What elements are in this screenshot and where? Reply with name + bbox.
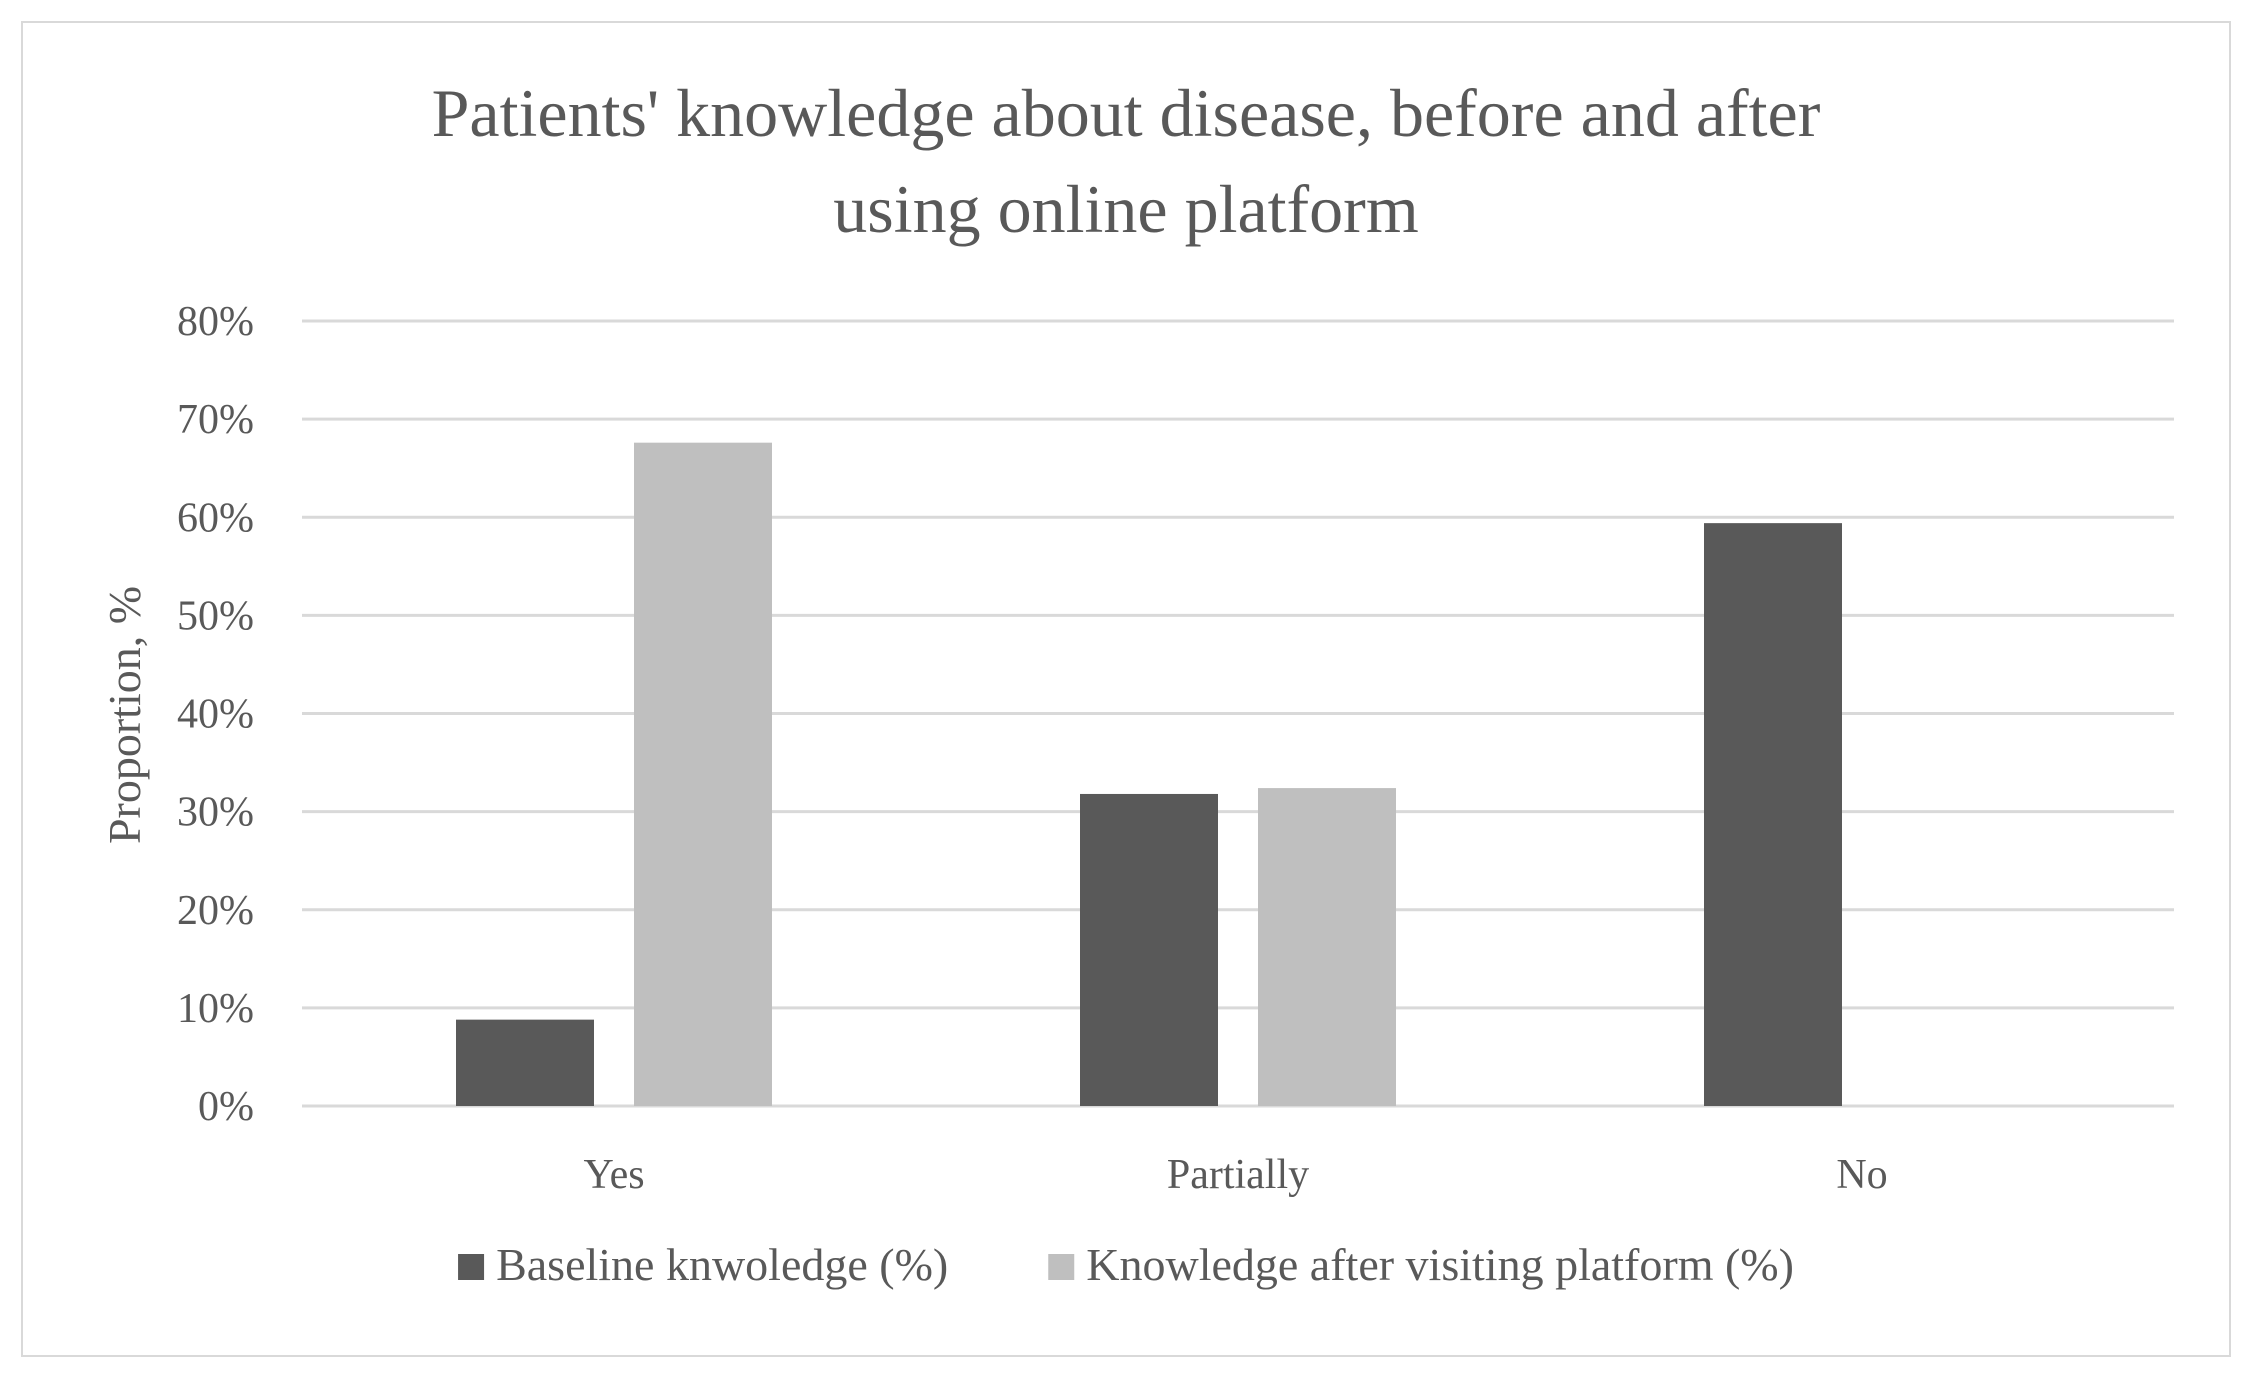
y-tick-label: 20% xyxy=(177,888,254,934)
bar xyxy=(1704,523,1842,1106)
y-axis-ticks: 0% 10% 20% 30% 40% 50% 60% 70% 80% xyxy=(177,299,254,1130)
y-tick-label: 80% xyxy=(177,299,254,345)
x-tick-label: No xyxy=(1836,1152,1887,1198)
y-axis-label: Proportion, % xyxy=(99,586,150,844)
y-tick-label: 10% xyxy=(177,986,254,1032)
x-tick-label: Yes xyxy=(583,1152,644,1198)
bar xyxy=(1080,793,1218,1106)
bar xyxy=(634,442,772,1106)
bars xyxy=(456,442,1842,1106)
legend-label: Baseline knwoledge (%) xyxy=(496,1239,948,1290)
x-tick-label: Partially xyxy=(1167,1152,1309,1198)
legend-label: Knowledge after visiting platform (%) xyxy=(1086,1239,1794,1290)
legend-swatch xyxy=(458,1254,485,1280)
y-tick-label: 50% xyxy=(177,593,254,639)
y-tick-label: 60% xyxy=(177,495,254,541)
y-tick-label: 40% xyxy=(177,692,254,738)
chart-title-line-2: using online platform xyxy=(833,171,1418,247)
legend: Baseline knwoledge (%) Knowledge after vi… xyxy=(458,1239,1794,1290)
legend-swatch xyxy=(1048,1254,1075,1280)
y-tick-label: 0% xyxy=(198,1084,254,1130)
x-axis-ticks: Yes Partially No xyxy=(583,1152,1887,1198)
legend-item: Baseline knwoledge (%) xyxy=(458,1239,948,1290)
bar xyxy=(1258,788,1396,1106)
legend-item: Knowledge after visiting platform (%) xyxy=(1048,1239,1794,1290)
chart-title-line-1: Patients' knowledge about disease, befor… xyxy=(432,75,1821,151)
y-tick-label: 30% xyxy=(177,790,254,836)
chart-frame xyxy=(21,21,2231,1357)
gridlines xyxy=(302,319,2174,1108)
bar xyxy=(456,1019,594,1106)
y-tick-label: 70% xyxy=(177,397,254,443)
